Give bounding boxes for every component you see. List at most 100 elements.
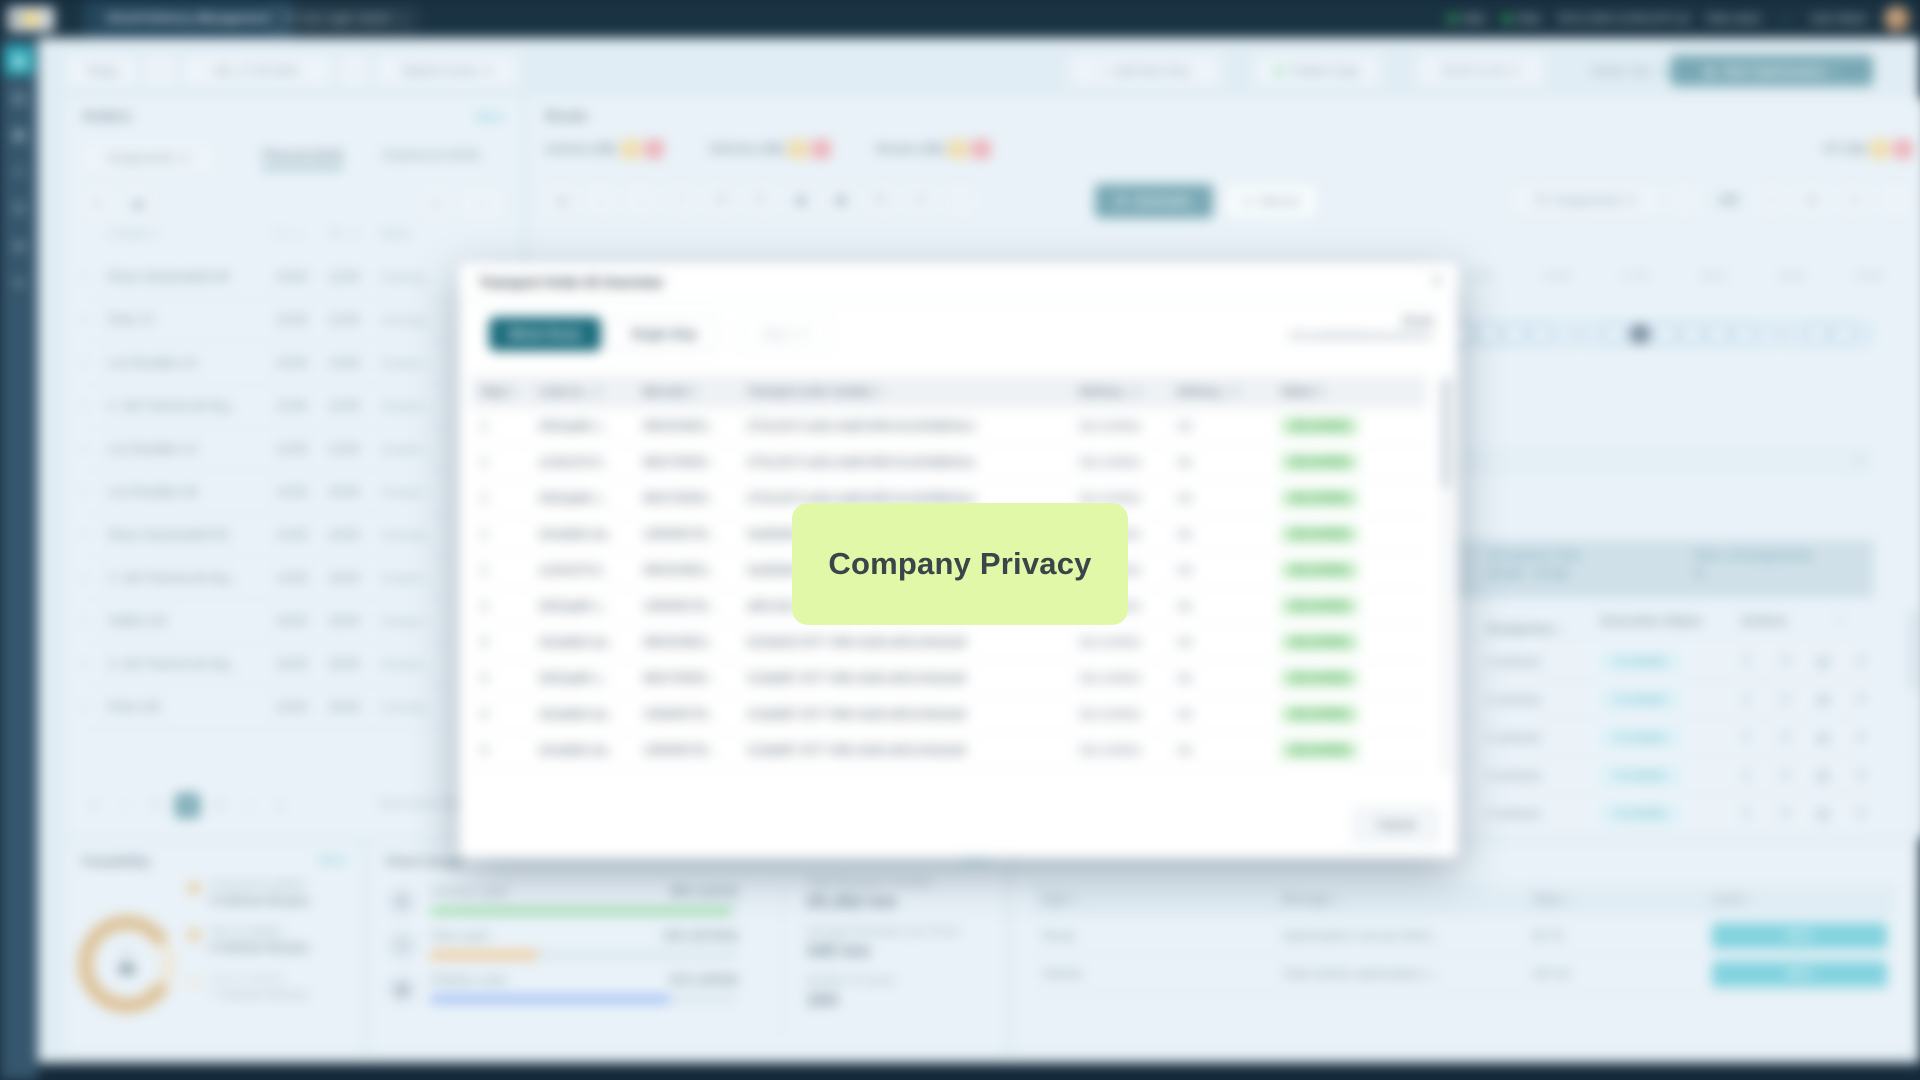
- gantt-stop[interactable]: [1683, 325, 1702, 343]
- delete-icon[interactable]: ✗: [1855, 805, 1868, 821]
- table-row[interactable]: 1 9d32ap8b-1... 0800204823... d73e11b72-…: [471, 409, 1427, 445]
- gantt-stop[interactable]: 2 Ro: [1761, 325, 1801, 343]
- fullscreen-button[interactable]: ⊡: [1796, 184, 1828, 216]
- sort-icon[interactable]: ⇅: [1317, 387, 1327, 398]
- gantt-stop[interactable]: [1709, 325, 1728, 343]
- print-icon[interactable]: ▤: [1816, 653, 1830, 669]
- gantt-stop[interactable]: [1532, 325, 1550, 343]
- expand-row-icon[interactable]: »: [82, 271, 89, 283]
- expand-row-icon[interactable]: »: [82, 357, 89, 369]
- toolbar-button[interactable]: ‹: [585, 184, 617, 216]
- expand-row-icon[interactable]: »: [82, 701, 89, 713]
- sort-icon[interactable]: ⇅: [1333, 895, 1342, 906]
- sort-icon[interactable]: ⇅: [593, 387, 603, 398]
- orders-more-menu-button[interactable]: ⋯: [460, 188, 504, 220]
- zoom-in-button[interactable]: +: [1756, 184, 1786, 216]
- expand-row-icon[interactable]: »: [82, 658, 89, 670]
- table-row[interactable]: » C. del Tramvia de Arg... 12:00 14:00 A…: [82, 385, 505, 428]
- delete-icon[interactable]: ✗: [1855, 767, 1868, 783]
- org-selector[interactable]: El Corte Inglés Madrid ▾: [272, 7, 417, 31]
- delete-icon[interactable]: ✗: [1855, 729, 1868, 745]
- close-icon[interactable]: ×: [1432, 271, 1442, 290]
- sort-icon[interactable]: ⇅: [1133, 387, 1142, 398]
- layout-button[interactable]: ≡: [1838, 184, 1870, 216]
- print-icon[interactable]: ▤: [1816, 691, 1830, 707]
- publish-daily-button[interactable]: Publish Daily: [1255, 55, 1380, 86]
- expand-row-icon[interactable]: »: [82, 615, 89, 627]
- gantt-stop[interactable]: [1480, 325, 1498, 343]
- sort-icon[interactable]: ⇅: [1565, 895, 1574, 906]
- table-row[interactable]: 1 9d32ap8b-1... 8842709304... d73e11b72-…: [471, 481, 1427, 517]
- depot-selector[interactable]: Madrid Center ▾: [377, 55, 517, 86]
- toolbar-button[interactable]: ↻: [865, 184, 897, 216]
- gantt-stop[interactable]: [1808, 325, 1827, 343]
- table-row[interactable]: » Rivas Vaciamadrid 50 14:00 16:00 Unass…: [82, 514, 505, 557]
- print-icon[interactable]: ▤: [1816, 805, 1830, 821]
- select-orders-button[interactable]: ▣: [122, 188, 154, 220]
- history-icon[interactable]: ↺: [1778, 805, 1791, 821]
- start-optimization-button[interactable]: ▶ Start Optimization ›: [1671, 55, 1873, 86]
- sort-icon[interactable]: ⇅: [508, 387, 517, 398]
- tab-single-stop[interactable]: Single Stop: [611, 317, 717, 351]
- expand-row-icon[interactable]: »: [82, 486, 89, 498]
- table-row[interactable]: Vehicle Total vehicle optimization c... …: [1030, 955, 1895, 993]
- datetime-select[interactable]: 05.05 12:45 ▾: [1418, 55, 1543, 86]
- gantt-stop[interactable]: [1506, 325, 1524, 343]
- feasibility-more-link[interactable]: More: [319, 853, 348, 867]
- scrollbar[interactable]: [1442, 375, 1450, 775]
- add-new-plan-button[interactable]: + Add New Plan: [1070, 55, 1220, 86]
- sort-icon[interactable]: ⇅: [1744, 895, 1753, 906]
- gantt-stop[interactable]: 2 Ro: [1558, 325, 1598, 343]
- gantt-stop[interactable]: [1657, 325, 1676, 343]
- search-icon[interactable]: ⊙: [1835, 614, 1844, 625]
- table-row[interactable]: » Los Rosalles 39 14:00 16:00 Assigne...: [82, 471, 505, 514]
- delete-icon[interactable]: ✗: [1855, 653, 1868, 669]
- table-row[interactable]: » Rivas Vaciamadrid 48 10:00 12:00 Unass…: [82, 256, 505, 299]
- toolbar-button[interactable]: ◄: [545, 184, 577, 216]
- date-picker[interactable]: Mo, 27.05.2024: [183, 55, 331, 86]
- page-button[interactable]: 3: [215, 799, 222, 812]
- orders-more-link[interactable]: More: [476, 110, 505, 124]
- toolbar-button[interactable]: ✓: [665, 184, 697, 216]
- next-page-button[interactable]: ›: [247, 799, 252, 812]
- toolbar-button[interactable]: ⋯: [945, 184, 977, 216]
- toolbar-button[interactable]: ›: [625, 184, 657, 216]
- edit-orders-button[interactable]: ✎: [82, 188, 114, 220]
- table-row[interactable]: Route Optimization cost per kilom... 46.…: [1030, 917, 1895, 955]
- sidebar-item[interactable]: ▦: [4, 45, 34, 75]
- sort-icon[interactable]: ⇅: [690, 387, 699, 398]
- table-row[interactable]: 3 d2sda6b2-ab... 0800204823... b23ebb32-…: [471, 625, 1427, 661]
- next-day-button[interactable]: ›: [339, 55, 369, 86]
- last-page-button[interactable]: »: [277, 799, 284, 812]
- expand-row-icon[interactable]: »: [82, 314, 89, 326]
- sort-icon[interactable]: ⇅: [152, 229, 161, 240]
- sidebar-item[interactable]: ▣: [4, 119, 34, 149]
- assignments-dropdown[interactable]: ⇅ Assignments ▾: [1510, 184, 1660, 216]
- sort-icon[interactable]: ⇅: [351, 229, 361, 240]
- sidebar-item[interactable]: ◈: [4, 230, 34, 260]
- table-row[interactable]: 1 a13d1d7d-8... 8842709304... d73e11b72-…: [471, 445, 1427, 481]
- scrollbar[interactable]: [1910, 606, 1918, 886]
- tab-planned[interactable]: Planned (818): [262, 148, 343, 169]
- table-row[interactable]: » Pinto 118 16:00 18:00 Unassig...: [82, 686, 505, 729]
- sidebar-item[interactable]: ≡: [4, 156, 34, 186]
- page-button[interactable]: 2: [175, 793, 200, 818]
- export-icon[interactable]: ↥: [1741, 729, 1753, 745]
- toolbar-button[interactable]: ✎: [745, 184, 777, 216]
- page-button[interactable]: 1: [153, 799, 160, 812]
- toolbar-button[interactable]: ▽: [905, 184, 937, 216]
- sidebar-item[interactable]: ⚙: [4, 193, 34, 223]
- sort-icon[interactable]: ⇅: [293, 229, 303, 240]
- prev-day-button[interactable]: ‹: [145, 55, 175, 86]
- export-icon[interactable]: ↥: [1741, 767, 1753, 783]
- history-icon[interactable]: ↺: [1778, 767, 1791, 783]
- print-icon[interactable]: ▤: [1816, 729, 1830, 745]
- history-icon[interactable]: ↺: [1778, 653, 1791, 669]
- table-row[interactable]: 4 9d32ap8b-1... 8842709304... 3c3ab887-3…: [471, 661, 1427, 697]
- prev-page-button[interactable]: ‹: [123, 799, 128, 812]
- export-icon[interactable]: ↥: [1741, 691, 1753, 707]
- toolbar-button[interactable]: ▦: [785, 184, 817, 216]
- avatar[interactable]: [1884, 6, 1910, 32]
- history-icon[interactable]: ↺: [1778, 729, 1791, 745]
- kebab-menu-button[interactable]: ⋮: [1880, 184, 1912, 216]
